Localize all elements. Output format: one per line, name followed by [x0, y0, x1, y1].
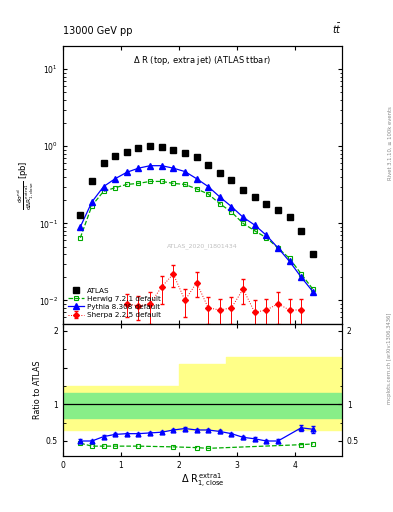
ATLAS [159, 144, 164, 150]
Pythia 8.308 default [101, 183, 106, 189]
Line: Herwig 7.2.1 default: Herwig 7.2.1 default [78, 179, 315, 291]
Pythia 8.308 default [241, 214, 246, 220]
Herwig 7.2.1 default [148, 178, 152, 184]
Herwig 7.2.1 default [217, 201, 222, 207]
ATLAS [229, 177, 234, 183]
Pythia 8.308 default [159, 163, 164, 169]
Herwig 7.2.1 default [90, 203, 94, 209]
ATLAS [136, 145, 141, 151]
ATLAS [113, 153, 118, 159]
Herwig 7.2.1 default [136, 180, 141, 186]
Herwig 7.2.1 default [194, 186, 199, 192]
Pythia 8.308 default [125, 169, 129, 175]
Herwig 7.2.1 default [125, 181, 129, 187]
ATLAS [287, 214, 292, 220]
Y-axis label: $\mathsf{\frac{d\sigma^{nd}}{d\Delta R_{1,close}^{extra1}}}$ [pb]: $\mathsf{\frac{d\sigma^{nd}}{d\Delta R_{… [15, 160, 35, 209]
ATLAS [101, 160, 106, 166]
Pythia 8.308 default [171, 165, 176, 171]
Pythia 8.308 default [194, 176, 199, 182]
Text: ATLAS_2020_I1801434: ATLAS_2020_I1801434 [167, 243, 238, 249]
Text: $\Delta$ R (top, extra jet) (ATLAS ttbar): $\Delta$ R (top, extra jet) (ATLAS ttbar… [133, 54, 272, 68]
Pythia 8.308 default [206, 183, 211, 189]
Text: Rivet 3.1.10, ≥ 100k events: Rivet 3.1.10, ≥ 100k events [387, 106, 392, 180]
Pythia 8.308 default [78, 224, 83, 230]
Pythia 8.308 default [113, 176, 118, 182]
Text: 13000 GeV pp: 13000 GeV pp [63, 27, 132, 36]
ATLAS [90, 178, 94, 184]
ATLAS [275, 207, 280, 213]
Pythia 8.308 default [90, 199, 94, 205]
Herwig 7.2.1 default [299, 271, 303, 277]
ATLAS [241, 187, 246, 193]
Line: Pythia 8.308 default: Pythia 8.308 default [78, 163, 316, 294]
Herwig 7.2.1 default [159, 178, 164, 184]
ATLAS [206, 161, 211, 167]
Herwig 7.2.1 default [206, 191, 211, 197]
ATLAS [299, 228, 303, 234]
Pythia 8.308 default [287, 259, 292, 265]
ATLAS [171, 147, 176, 153]
ATLAS [148, 143, 152, 150]
Herwig 7.2.1 default [101, 188, 106, 195]
ATLAS [217, 170, 222, 176]
Herwig 7.2.1 default [113, 185, 118, 191]
Herwig 7.2.1 default [310, 286, 315, 292]
Herwig 7.2.1 default [171, 180, 176, 186]
Herwig 7.2.1 default [78, 234, 83, 241]
Pythia 8.308 default [148, 163, 152, 169]
Pythia 8.308 default [264, 232, 269, 238]
Text: $t\bar{t}$: $t\bar{t}$ [332, 23, 342, 36]
X-axis label: $\Delta$ R$^{\,\mathsf{extra1}}_{\mathsf{1,close}}$: $\Delta$ R$^{\,\mathsf{extra1}}_{\mathsf… [180, 472, 224, 490]
Legend: ATLAS, Herwig 7.2.1 default, Pythia 8.308 default, Sherpa 2.2.5 default: ATLAS, Herwig 7.2.1 default, Pythia 8.30… [66, 286, 162, 320]
ATLAS [194, 154, 199, 160]
Herwig 7.2.1 default [241, 220, 246, 226]
Pythia 8.308 default [183, 168, 187, 175]
Pythia 8.308 default [136, 165, 141, 171]
Herwig 7.2.1 default [287, 255, 292, 262]
Pythia 8.308 default [252, 222, 257, 228]
Herwig 7.2.1 default [183, 181, 187, 187]
Y-axis label: Ratio to ATLAS: Ratio to ATLAS [33, 360, 42, 419]
Pythia 8.308 default [310, 289, 315, 295]
ATLAS [264, 201, 269, 207]
ATLAS [125, 148, 129, 155]
ATLAS [183, 150, 187, 156]
ATLAS [252, 194, 257, 200]
Pythia 8.308 default [229, 203, 234, 209]
Pythia 8.308 default [275, 245, 280, 251]
Herwig 7.2.1 default [252, 228, 257, 234]
Herwig 7.2.1 default [229, 209, 234, 215]
Line: ATLAS: ATLAS [78, 144, 316, 257]
Herwig 7.2.1 default [275, 245, 280, 251]
Pythia 8.308 default [299, 274, 303, 280]
Herwig 7.2.1 default [264, 234, 269, 241]
ATLAS [310, 251, 315, 257]
Pythia 8.308 default [217, 194, 222, 200]
Text: mcplots.cern.ch [arXiv:1306.3436]: mcplots.cern.ch [arXiv:1306.3436] [387, 313, 392, 404]
ATLAS [78, 211, 83, 218]
